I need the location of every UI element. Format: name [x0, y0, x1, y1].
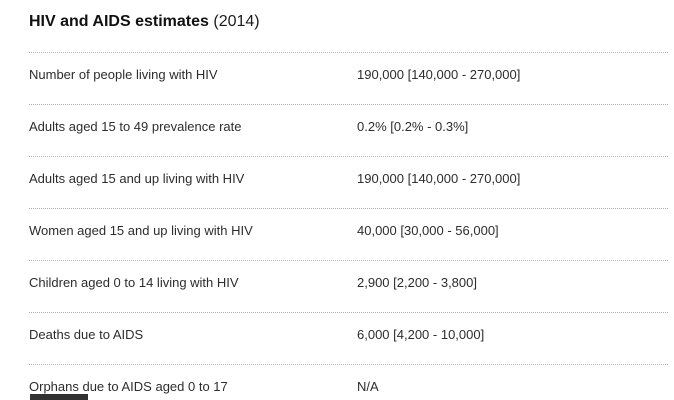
row-value: N/A: [357, 379, 379, 394]
clipped-dark-bar: [30, 394, 88, 400]
row-label: Women aged 15 and up living with HIV: [29, 223, 253, 238]
page-title-main: HIV and AIDS estimates: [29, 13, 209, 30]
table-row: Adults aged 15 and up living with HIV 19…: [29, 157, 668, 209]
row-value: 6,000 [4,200 - 10,000]: [357, 327, 485, 342]
row-value: 190,000 [140,000 - 270,000]: [357, 171, 521, 186]
table-row: Adults aged 15 to 49 prevalence rate 0.2…: [29, 105, 668, 157]
row-value: 190,000 [140,000 - 270,000]: [357, 67, 521, 82]
row-label: Adults aged 15 and up living with HIV: [29, 171, 245, 186]
row-label: Orphans due to AIDS aged 0 to 17: [29, 379, 228, 394]
row-value: 2,900 [2,200 - 3,800]: [357, 275, 477, 290]
table-row: Deaths due to AIDS 6,000 [4,200 - 10,000…: [29, 313, 668, 365]
row-label: Children aged 0 to 14 living with HIV: [29, 275, 239, 290]
page-title: HIV and AIDS estimates (2014): [29, 13, 260, 30]
table-row: Number of people living with HIV 190,000…: [29, 53, 668, 105]
row-label: Deaths due to AIDS: [29, 327, 144, 342]
row-label: Number of people living with HIV: [29, 67, 218, 82]
row-label: Adults aged 15 to 49 prevalence rate: [29, 119, 242, 134]
page-title-year: (2014): [213, 13, 260, 30]
table-row: Women aged 15 and up living with HIV 40,…: [29, 209, 668, 261]
row-value: 0.2% [0.2% - 0.3%]: [357, 119, 469, 134]
section-header: HIV and AIDS estimates (2014): [29, 0, 668, 53]
row-value: 40,000 [30,000 - 56,000]: [357, 223, 499, 238]
table-row: Children aged 0 to 14 living with HIV 2,…: [29, 261, 668, 313]
table-row: Orphans due to AIDS aged 0 to 17 N/A: [29, 365, 668, 400]
